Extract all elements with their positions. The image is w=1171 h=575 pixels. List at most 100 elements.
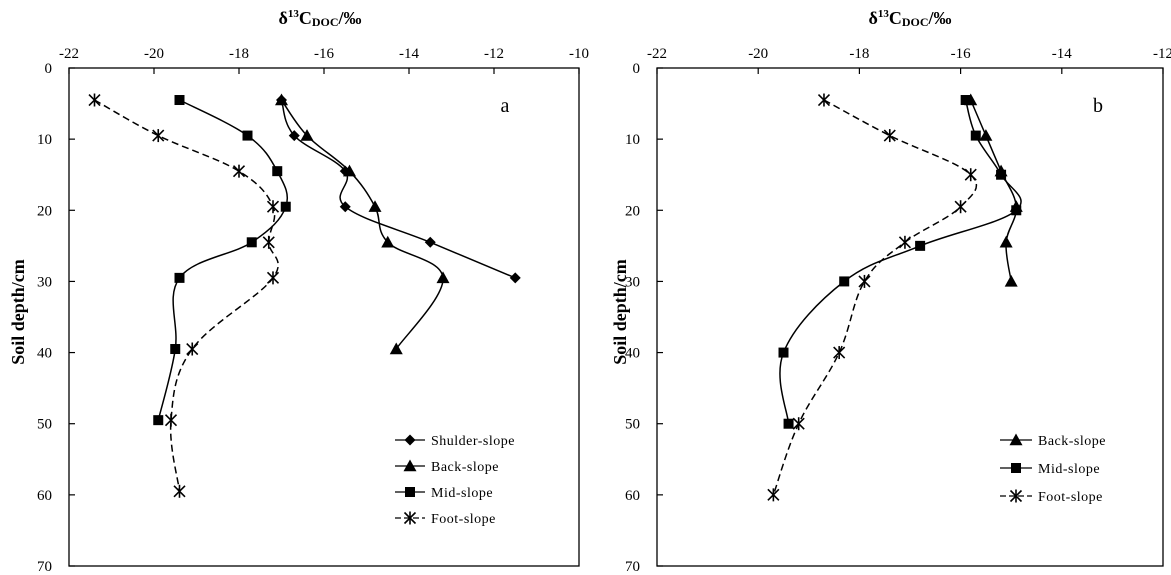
y-tick-label: 10	[37, 132, 52, 148]
series-foot-slope-point	[88, 93, 101, 107]
series-mid-slope-point	[783, 418, 794, 429]
x-tick-label: -22	[647, 46, 667, 62]
plot-area-frame	[68, 67, 580, 567]
legend-marker	[405, 487, 415, 497]
series-back-slope-point	[979, 129, 993, 141]
panel-a: -22 -20 -18 -16 -14 -12 -10 0 10 20 30 40 50 60 70 δ13C…	[8, 8, 589, 575]
series-back-slope-point	[436, 271, 450, 284]
legend-label: Mid-slope	[431, 486, 493, 501]
y-tick-label: 10	[625, 132, 640, 148]
panel-b: -22 -20 -18 -16 -14 -12 0 10 20 30 40 50 60 70 δ13CDOC…	[610, 8, 1171, 575]
y-tick-label: 30	[37, 274, 52, 290]
x-tick-label: -20	[748, 46, 768, 62]
series-foot-slope-point	[954, 200, 967, 214]
series-foot-slope-point	[833, 346, 846, 360]
plot-area-frame	[656, 67, 1164, 567]
x-tick-label: -16	[314, 46, 334, 62]
legend-marker	[1011, 463, 1021, 473]
series-mid-slope-point	[174, 95, 185, 106]
series-mid-slope-line	[157, 99, 289, 421]
x-tick-label: -22	[59, 46, 79, 62]
series-foot-slope-point	[858, 274, 871, 288]
y-tick-label: 40	[625, 346, 640, 362]
legend-marker	[403, 459, 417, 472]
x-tick-label: -10	[569, 46, 589, 62]
legend-marker	[1009, 433, 1023, 446]
y-axis-title: Soil depth/cm	[610, 259, 630, 365]
x-tick-label: -14	[1052, 46, 1072, 62]
legend-label: Shulder-slope	[431, 434, 515, 449]
series-back-slope-point	[999, 235, 1013, 248]
series-back-slope-point	[300, 129, 314, 141]
x-tick-label: -12	[484, 46, 504, 62]
y-tick-label: 60	[625, 488, 640, 504]
series-mid-slope-point	[996, 169, 1007, 180]
series-foot-slope-point	[898, 235, 912, 249]
series-back-slope-line	[970, 99, 1018, 282]
series-foot-slope-point	[232, 164, 246, 178]
legend-label: Mid-slope	[1038, 462, 1100, 477]
series-foot-slope-point	[817, 93, 831, 107]
series-mid-slope-point	[915, 240, 926, 251]
series-shulder-slope-line	[280, 99, 516, 279]
series-foot-slope-line	[94, 99, 279, 492]
y-tick-label: 20	[625, 203, 640, 219]
series-mid-slope-point	[153, 415, 164, 426]
series-mid-slope-point	[960, 95, 971, 106]
y-tick-label: 0	[633, 61, 641, 77]
series-shulder-slope-point	[424, 236, 436, 248]
series-shulder-slope-point	[339, 201, 351, 213]
legend: Back-slope Mid-slope Foot-slope	[1000, 433, 1106, 505]
y-tick-label: 70	[37, 559, 52, 575]
legend-label: Foot-slope	[431, 512, 496, 527]
series-mid-slope-point	[839, 276, 850, 287]
series-foot-slope-point	[792, 417, 805, 431]
series-mid-slope	[778, 95, 1022, 429]
legend-label: Back-slope	[1038, 434, 1106, 449]
series-foot-slope	[767, 93, 977, 502]
series-mid-slope-point	[778, 347, 789, 358]
series-back-slope	[275, 93, 450, 355]
series-foot-slope-point	[883, 129, 896, 143]
x-tick-label: -14	[399, 46, 419, 62]
series-foot-slope-point	[262, 235, 275, 249]
series-mid-slope-line	[779, 99, 1022, 424]
legend-label: Back-slope	[431, 460, 499, 475]
series-foot-slope-point	[767, 488, 780, 502]
legend-marker	[403, 511, 417, 525]
y-tick-label: 50	[37, 417, 52, 433]
series-foot-slope	[88, 93, 280, 498]
legend-marker	[1009, 489, 1023, 503]
series-foot-slope-point	[186, 342, 199, 356]
series-back-slope-point	[1004, 274, 1018, 287]
series-foot-slope-point	[266, 200, 280, 214]
series-shulder-slope-point	[288, 130, 300, 142]
y-tick-label: 30	[625, 274, 640, 290]
series-foot-slope-point	[164, 413, 178, 427]
series-foot-slope-point	[964, 168, 977, 182]
x-tick-label: -20	[144, 46, 164, 62]
series-foot-slope-point	[173, 484, 186, 498]
series-foot-slope-line	[772, 99, 977, 496]
series-mid-slope-point	[242, 130, 253, 141]
series-mid-slope-point	[246, 237, 257, 248]
y-tick-label: 20	[37, 203, 52, 219]
y-tick-label: 0	[45, 61, 53, 77]
panel-letter: b	[1093, 95, 1103, 117]
legend: Shulder-slope Back-slope Mid-slope Foot-slo…	[395, 434, 515, 527]
x-tick-label: -18	[229, 46, 249, 62]
series-back-slope-point	[389, 342, 403, 355]
series-mid-slope-point	[170, 344, 181, 355]
y-tick-label: 50	[625, 417, 640, 433]
legend-label: Foot-slope	[1038, 490, 1103, 505]
y-tick-label: 60	[37, 488, 52, 504]
series-mid-slope-point	[1011, 205, 1022, 216]
series-back-slope-point	[381, 235, 395, 248]
y-tick-label: 40	[37, 346, 52, 362]
y-tick-label: 70	[625, 559, 640, 575]
series-mid-slope-point	[280, 201, 291, 212]
series-shulder-slope-point	[509, 272, 521, 284]
series-foot-slope-point	[152, 129, 165, 143]
series-mid-slope-point	[174, 272, 185, 283]
